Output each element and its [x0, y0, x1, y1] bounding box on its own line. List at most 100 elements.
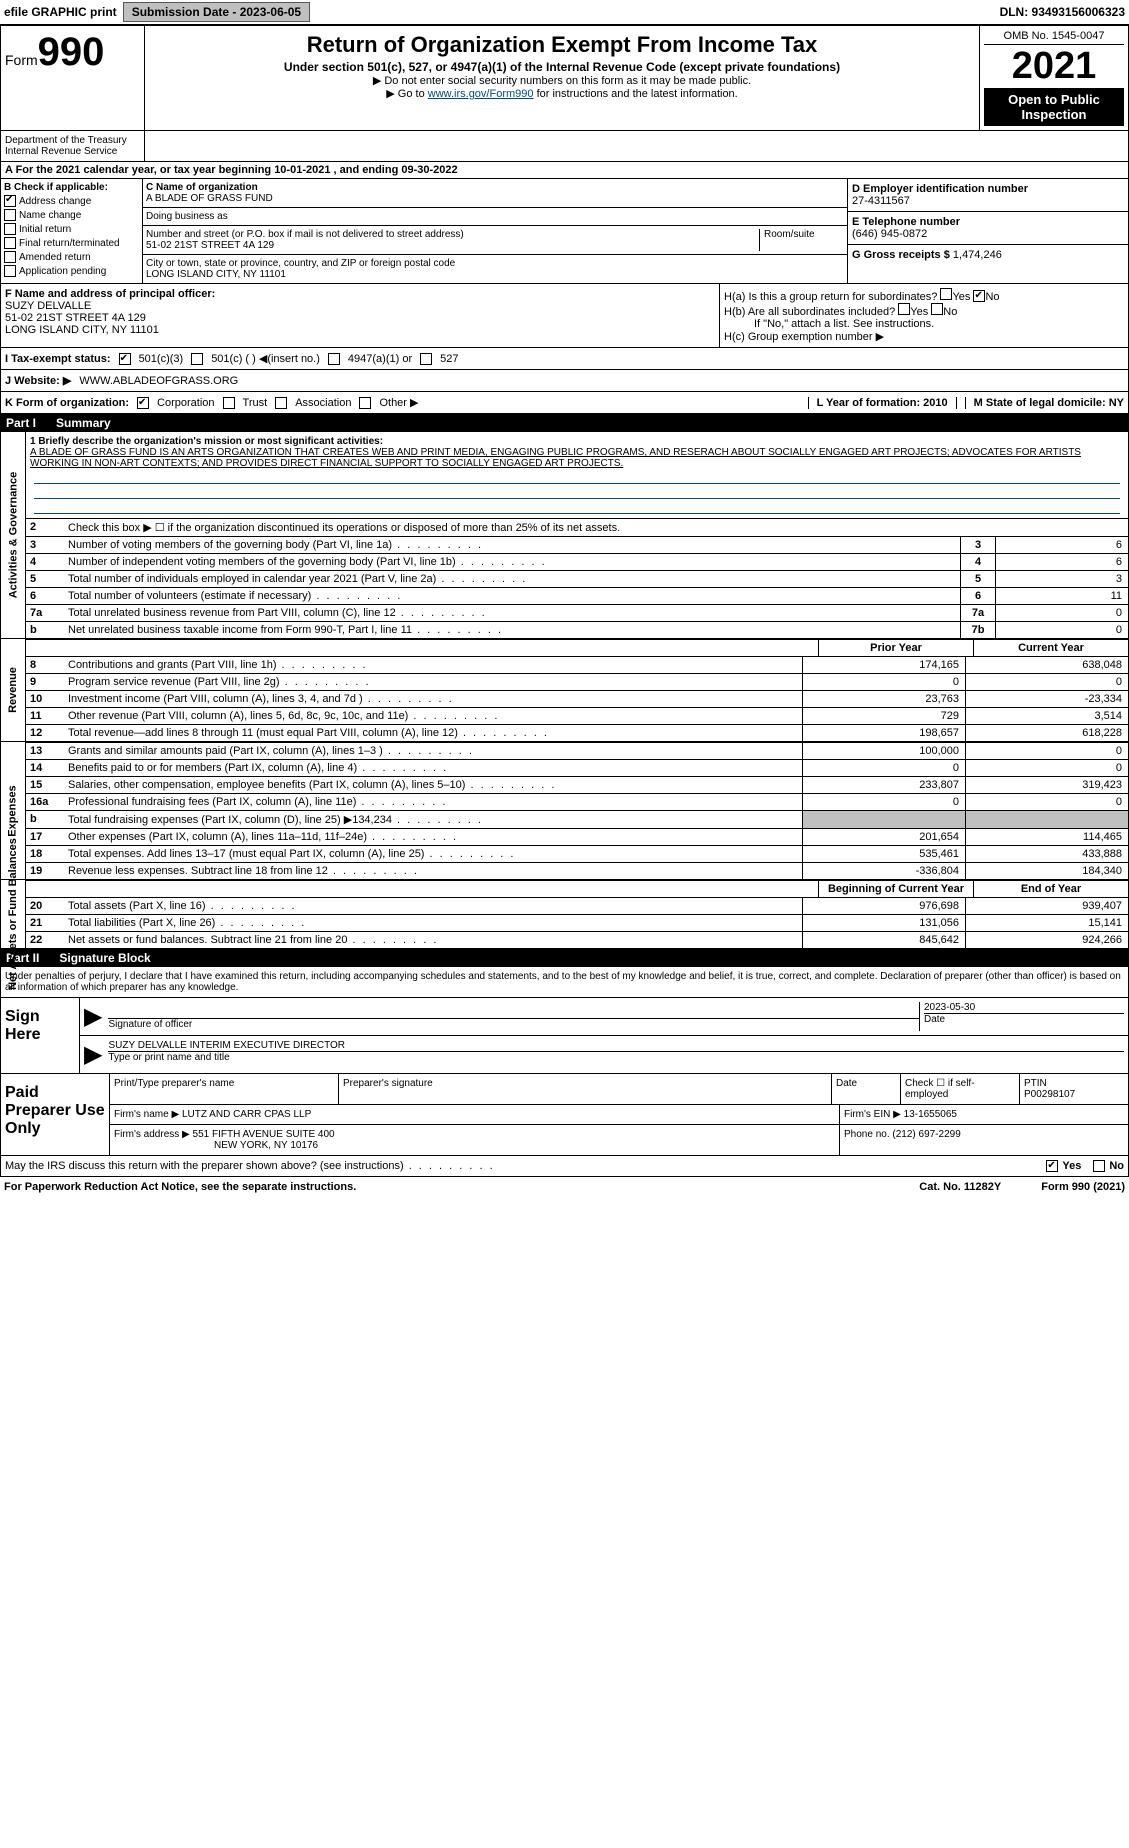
- discuss-yes[interactable]: [1046, 1160, 1058, 1172]
- paid-prep-label: Paid Preparer Use Only: [1, 1074, 110, 1155]
- application-pending-checkbox[interactable]: [4, 265, 16, 277]
- form-title: Return of Organization Exempt From Incom…: [149, 32, 975, 58]
- summary-line: bTotal fundraising expenses (Part IX, co…: [26, 810, 1128, 828]
- summary-line: 8Contributions and grants (Part VIII, li…: [26, 656, 1128, 673]
- summary-line: 17Other expenses (Part IX, column (A), l…: [26, 828, 1128, 845]
- hb-no[interactable]: [931, 303, 943, 315]
- form-title-box: Return of Organization Exempt From Incom…: [145, 26, 980, 130]
- summary-line: 7aTotal unrelated business revenue from …: [26, 604, 1128, 621]
- form-prefix: Form: [5, 52, 38, 68]
- org-name: A BLADE OF GRASS FUND: [146, 193, 844, 204]
- form-header: Form990 Return of Organization Exempt Fr…: [0, 25, 1129, 131]
- name-change-checkbox[interactable]: [4, 209, 16, 221]
- ein-phone-col: D Employer identification number 27-4311…: [848, 179, 1128, 283]
- org-name-label: C Name of organization: [146, 182, 844, 193]
- blank-line: [34, 469, 1120, 484]
- net-col-header: Beginning of Current Year End of Year: [26, 880, 1128, 897]
- summary-line: 21Total liabilities (Part X, line 26)131…: [26, 914, 1128, 931]
- website-row: J Website: ▶ WWW.ABLADEOFGRASS.ORG: [0, 370, 1129, 392]
- dept-treasury: Department of the Treasury Internal Reve…: [1, 131, 145, 161]
- form-number: 990: [38, 30, 105, 74]
- efile-label: efile GRAPHIC print: [4, 5, 117, 19]
- dln-label: DLN: 93493156006323: [1000, 5, 1125, 19]
- ha-yes[interactable]: [940, 288, 952, 300]
- summary-line: 19Revenue less expenses. Subtract line 1…: [26, 862, 1128, 879]
- discuss-no[interactable]: [1093, 1160, 1105, 1172]
- summary-line: 11Other revenue (Part VIII, column (A), …: [26, 707, 1128, 724]
- summary-line: 9Program service revenue (Part VIII, lin…: [26, 673, 1128, 690]
- submission-date-button[interactable]: Submission Date - 2023-06-05: [123, 2, 310, 22]
- part1-expenses: Expenses 13Grants and similar amounts pa…: [0, 742, 1129, 880]
- arrow-icon: ▶: [84, 1002, 102, 1031]
- 527-checkbox[interactable]: [420, 353, 432, 365]
- initial-return-checkbox[interactable]: [4, 223, 16, 235]
- signature-block: Under penalties of perjury, I declare th…: [0, 967, 1129, 1074]
- side-revenue: Revenue: [1, 639, 26, 741]
- omb-number: OMB No. 1545-0047: [984, 30, 1124, 45]
- open-public-badge: Open to Public Inspection: [984, 88, 1124, 126]
- summary-line: 12Total revenue—add lines 8 through 11 (…: [26, 724, 1128, 741]
- summary-line: 6Total number of volunteers (estimate if…: [26, 587, 1128, 604]
- city-label: City or town, state or province, country…: [146, 258, 844, 269]
- 4947-checkbox[interactable]: [328, 353, 340, 365]
- summary-line: 16aProfessional fundraising fees (Part I…: [26, 793, 1128, 810]
- org-name-col: C Name of organization A BLADE OF GRASS …: [143, 179, 848, 283]
- summary-line: 5Total number of individuals employed in…: [26, 570, 1128, 587]
- line-2: 2 Check this box ▶ ☐ if the organization…: [26, 518, 1128, 536]
- check-applicable: B Check if applicable: Address change Na…: [1, 179, 143, 283]
- summary-line: 13Grants and similar amounts paid (Part …: [26, 742, 1128, 759]
- section-b-header: B Check if applicable:: [4, 182, 139, 193]
- summary-line: bNet unrelated business taxable income f…: [26, 621, 1128, 638]
- year-formation: L Year of formation: 2010: [808, 397, 957, 409]
- period-line: A For the 2021 calendar year, or tax yea…: [0, 162, 1129, 179]
- summary-line: 14Benefits paid to or for members (Part …: [26, 759, 1128, 776]
- efile-topbar: efile GRAPHIC print Submission Date - 20…: [0, 0, 1129, 25]
- assoc-checkbox[interactable]: [275, 397, 287, 409]
- final-return-checkbox[interactable]: [4, 237, 16, 249]
- other-checkbox[interactable]: [359, 397, 371, 409]
- dept-row: Department of the Treasury Internal Reve…: [0, 131, 1129, 162]
- hb-yes[interactable]: [898, 303, 910, 315]
- summary-line: 22Net assets or fund balances. Subtract …: [26, 931, 1128, 948]
- sign-here-label: Sign Here: [1, 998, 80, 1073]
- discuss-row: May the IRS discuss this return with the…: [0, 1156, 1129, 1177]
- form-number-box: Form990: [1, 26, 145, 130]
- part1-governance: Activities & Governance 1 Briefly descri…: [0, 432, 1129, 639]
- ha-no[interactable]: [973, 290, 985, 302]
- address-change-checkbox[interactable]: [4, 195, 16, 207]
- summary-line: 4Number of independent voting members of…: [26, 553, 1128, 570]
- part1-revenue: Revenue Prior Year Current Year 8Contrib…: [0, 639, 1129, 742]
- dba-label: Doing business as: [146, 211, 844, 222]
- street-label: Number and street (or P.O. box if mail i…: [146, 229, 759, 240]
- 501c-checkbox[interactable]: [191, 353, 203, 365]
- room-label: Room/suite: [759, 229, 844, 251]
- group-return: H(a) Is this a group return for subordin…: [720, 284, 1128, 347]
- part1-header: Part I Summary: [0, 414, 1129, 432]
- phone: (646) 945-0872: [852, 228, 1124, 240]
- summary-line: 18Total expenses. Add lines 13–17 (must …: [26, 845, 1128, 862]
- gross-receipts-label: G Gross receipts $: [852, 249, 950, 261]
- amended-return-checkbox[interactable]: [4, 251, 16, 263]
- 501c3-checkbox[interactable]: [119, 353, 131, 365]
- tax-year: 2021: [984, 45, 1124, 88]
- form-org-row: K Form of organization: Corporation Trus…: [0, 392, 1129, 414]
- street: 51-02 21ST STREET 4A 129: [146, 240, 759, 251]
- trust-checkbox[interactable]: [223, 397, 235, 409]
- summary-line: 10Investment income (Part VIII, column (…: [26, 690, 1128, 707]
- page-footer: For Paperwork Reduction Act Notice, see …: [0, 1177, 1129, 1197]
- form-subtitle: Under section 501(c), 527, or 4947(a)(1)…: [149, 60, 975, 74]
- city: LONG ISLAND CITY, NY 11101: [146, 269, 844, 280]
- paid-preparer: Paid Preparer Use Only Print/Type prepar…: [0, 1074, 1129, 1156]
- summary-line: 15Salaries, other compensation, employee…: [26, 776, 1128, 793]
- summary-line: 3Number of voting members of the governi…: [26, 536, 1128, 553]
- identity-section: B Check if applicable: Address change Na…: [0, 179, 1129, 284]
- gross-receipts: 1,474,246: [953, 249, 1002, 261]
- tax-exempt-row: I Tax-exempt status: 501(c)(3) 501(c) ( …: [0, 348, 1129, 370]
- corp-checkbox[interactable]: [137, 397, 149, 409]
- irs-link[interactable]: www.irs.gov/Form990: [428, 88, 534, 100]
- state-domicile: M State of legal domicile: NY: [965, 397, 1124, 409]
- part1-net: Net Assets or Fund Balances Beginning of…: [0, 880, 1129, 949]
- ein: 27-4311567: [852, 195, 1124, 207]
- officer-group-row: F Name and address of principal officer:…: [0, 284, 1129, 348]
- mission-text: A BLADE OF GRASS FUND IS AN ARTS ORGANIZ…: [30, 447, 1124, 469]
